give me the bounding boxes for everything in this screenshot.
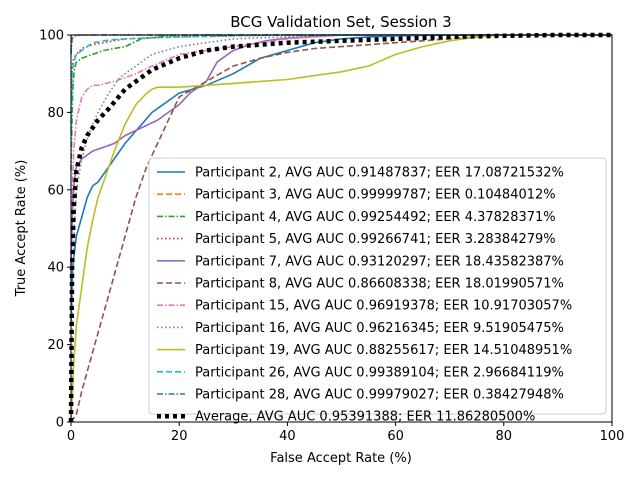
- series-line-7: [70, 34, 612, 229]
- legend-label-7: Participant 15, AVG AUC 0.96919378; EER …: [195, 299, 572, 314]
- plot-frame: [70, 34, 613, 423]
- x-tick-label: 0: [67, 429, 75, 444]
- legend-label-1: Participant 2, AVG AUC 0.91487837; EER 1…: [195, 166, 564, 181]
- legend-label-10: Participant 26, AVG AUC 0.99389104; EER …: [195, 365, 564, 380]
- y-tick-label: 80: [47, 106, 64, 121]
- x-tick-label: 40: [279, 429, 296, 444]
- x-tick-label: 80: [496, 429, 513, 444]
- legend-label-8: Participant 16, AVG AUC 0.96216345; EER …: [195, 321, 564, 336]
- x-axis-ticks: 0 20 40 60 80 100: [67, 422, 625, 444]
- series-line-6: [70, 34, 612, 423]
- series-line-10: [70, 34, 612, 132]
- legend-label-5: Participant 7, AVG AUC 0.93120297; EER 1…: [195, 254, 564, 269]
- x-tick-label: 100: [600, 429, 625, 444]
- legend-label-12: Average, AVG AUC 0.95391388; EER 11.8628…: [195, 410, 535, 425]
- y-tick-label: 100: [39, 29, 64, 44]
- legend-box: [148, 157, 607, 415]
- y-tick-label: 20: [47, 338, 64, 353]
- x-tick-label: 60: [387, 429, 404, 444]
- legend-label-4: Participant 5, AVG AUC 0.99266741; EER 3…: [195, 232, 556, 247]
- series-line-5: [70, 34, 612, 268]
- legend-label-6: Participant 8, AVG AUC 0.86608338; EER 1…: [195, 277, 564, 292]
- legend-label-3: Participant 4, AVG AUC 0.99254492; EER 4…: [195, 210, 556, 225]
- legend: Participant 2, AVG AUC 0.91487837; EER 1…: [148, 157, 607, 425]
- x-axis-label: False Accept Rate (%): [270, 451, 412, 466]
- legend-label-11: Participant 28, AVG AUC 0.99979027; EER …: [195, 388, 564, 403]
- series-line-1: [70, 34, 612, 326]
- y-tick-label: 0: [56, 416, 64, 431]
- y-axis-label: True Accept Rate (%): [14, 160, 29, 298]
- y-tick-label: 60: [47, 183, 64, 198]
- y-axis-ticks: 0 20 40 60 80 100: [39, 29, 71, 431]
- legend-label-2: Participant 3, AVG AUC 0.99999787; EER 0…: [195, 188, 556, 203]
- x-tick-label: 20: [171, 429, 188, 444]
- chart-title: BCG Validation Set, Session 3: [230, 13, 451, 31]
- series-line-9: [70, 34, 612, 423]
- series-line-12: [68, 32, 612, 423]
- legend-label-9: Participant 19, AVG AUC 0.88255617; EER …: [195, 343, 572, 358]
- y-tick-label: 40: [47, 261, 64, 276]
